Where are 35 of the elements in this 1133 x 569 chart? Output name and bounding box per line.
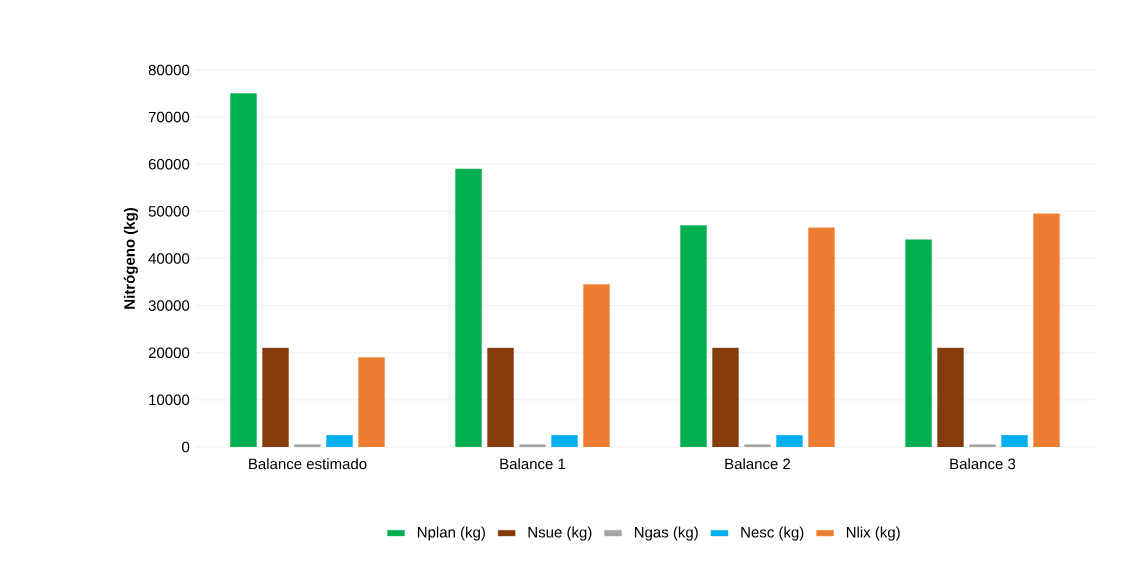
legend-label: Nesc (kg): [741, 526, 804, 541]
y-tick-label: 0: [182, 441, 190, 453]
legend-label: Nsue (kg): [528, 526, 592, 541]
bar: [776, 435, 803, 447]
bar: [808, 227, 835, 447]
y-tick-label: 60000: [148, 158, 190, 170]
y-tick-label: 70000: [148, 111, 190, 123]
y-tick-label: 10000: [149, 394, 190, 406]
y-tick-label: 30000: [148, 300, 190, 311]
bar: [519, 444, 546, 447]
y-tick-label: 20000: [148, 347, 190, 359]
y-axis-title: Nitrógeno (kg): [123, 208, 138, 309]
bar: [583, 284, 610, 447]
legend-label: Ngas (kg): [634, 526, 698, 541]
bar: [358, 357, 385, 447]
bar: [551, 435, 578, 447]
y-tick-label: 40000: [148, 253, 190, 264]
y-tick-label: 50000: [148, 206, 190, 217]
bar: [969, 444, 996, 447]
bar: [455, 168, 482, 447]
x-tick-label: Balance 3: [950, 458, 1016, 470]
legend-label: Nlix (kg): [846, 526, 900, 541]
bar: [326, 435, 353, 447]
bar: [294, 444, 321, 447]
y-tick-label: 80000: [148, 64, 190, 76]
bar: [230, 93, 257, 447]
bar: [1001, 435, 1028, 447]
bar: [744, 444, 771, 447]
x-tick-label: Balance estimado: [249, 458, 367, 470]
bar: [905, 239, 932, 447]
x-tick-label: Balance 1: [500, 458, 566, 470]
legend-label: Nplan (kg): [417, 526, 485, 541]
bar: [680, 225, 707, 447]
bar: [1033, 213, 1060, 447]
x-tick-label: Balance 2: [725, 458, 791, 470]
